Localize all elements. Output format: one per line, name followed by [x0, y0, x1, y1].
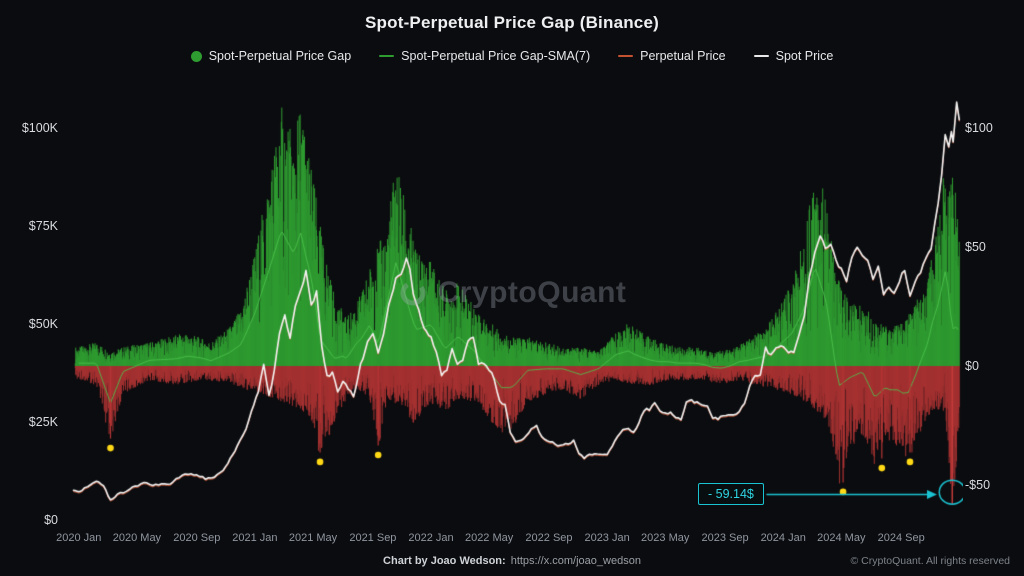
- gap-value-annotation: - 59.14$: [698, 483, 764, 505]
- legend-item-0[interactable]: Spot-Perpetual Price Gap: [190, 49, 352, 63]
- chart-title: Spot-Perpetual Price Gap (Binance): [365, 13, 659, 32]
- x-axis-label: 2024 May: [817, 532, 866, 544]
- x-axis-label: 2023 May: [641, 532, 690, 544]
- legend-item-3[interactable]: Spot Price: [753, 49, 834, 63]
- legend-line-marker: [618, 54, 634, 58]
- x-axis-label: 2022 Sep: [525, 532, 573, 544]
- y-axis-label-left: $25K: [28, 415, 58, 429]
- credit-url: https://x.com/joao_wedson: [510, 555, 641, 567]
- x-axis-label: 2020 May: [112, 532, 162, 544]
- legend-label: Spot-Perpetual Price Gap-SMA(7): [401, 49, 591, 63]
- y-axis-label-right: $100: [965, 121, 993, 135]
- y-axis-label-left: $50K: [28, 317, 58, 331]
- y-axis-label-left: $100K: [21, 121, 58, 135]
- x-axis-label: 2020 Jan: [56, 532, 102, 544]
- x-axis-label: 2021 May: [288, 532, 338, 544]
- x-axis-label: 2024 Jan: [760, 532, 806, 544]
- y-axis-label-left: $75K: [28, 219, 58, 233]
- legend-line-marker: [753, 54, 769, 58]
- legend-item-1[interactable]: Spot-Perpetual Price Gap-SMA(7): [379, 49, 590, 63]
- x-axis-label: 2020 Sep: [173, 532, 221, 544]
- x-axis-label: 2022 May: [464, 532, 514, 544]
- x-axis-label: 2023 Jan: [584, 532, 630, 544]
- x-axis-label: 2022 Jan: [408, 532, 454, 544]
- y-axis-label-left: $0: [44, 513, 58, 527]
- legend-label: Spot Price: [775, 49, 834, 63]
- legend-item-2[interactable]: Perpetual Price: [618, 49, 726, 63]
- y-axis-label-right: $0: [965, 359, 979, 373]
- y-axis-label-right: -$50: [965, 478, 991, 492]
- price-gap-chart-canvas[interactable]: [70, 95, 963, 525]
- legend-line-marker: [379, 54, 395, 58]
- legend-label: Perpetual Price: [640, 49, 726, 63]
- y-axis-label-right: $50: [965, 240, 986, 254]
- legend: Spot-Perpetual Price Gap Spot-Perpetual P…: [0, 49, 1024, 63]
- credit-author: Chart by Joao Wedson:: [383, 555, 506, 567]
- x-axis-label: 2021 Sep: [349, 532, 397, 544]
- x-axis-label: 2024 Sep: [877, 532, 925, 544]
- x-axis-label: 2021 Jan: [232, 532, 278, 544]
- legend-circle-marker: [190, 50, 202, 62]
- copyright-notice: © CryptoQuant. All rights reserved: [850, 555, 1010, 567]
- chart-credit: Chart by Joao Wedson: https://x.com/joao_…: [0, 555, 1024, 567]
- x-axis-label: 2023 Sep: [701, 532, 749, 544]
- legend-label: Spot-Perpetual Price Gap: [208, 49, 352, 63]
